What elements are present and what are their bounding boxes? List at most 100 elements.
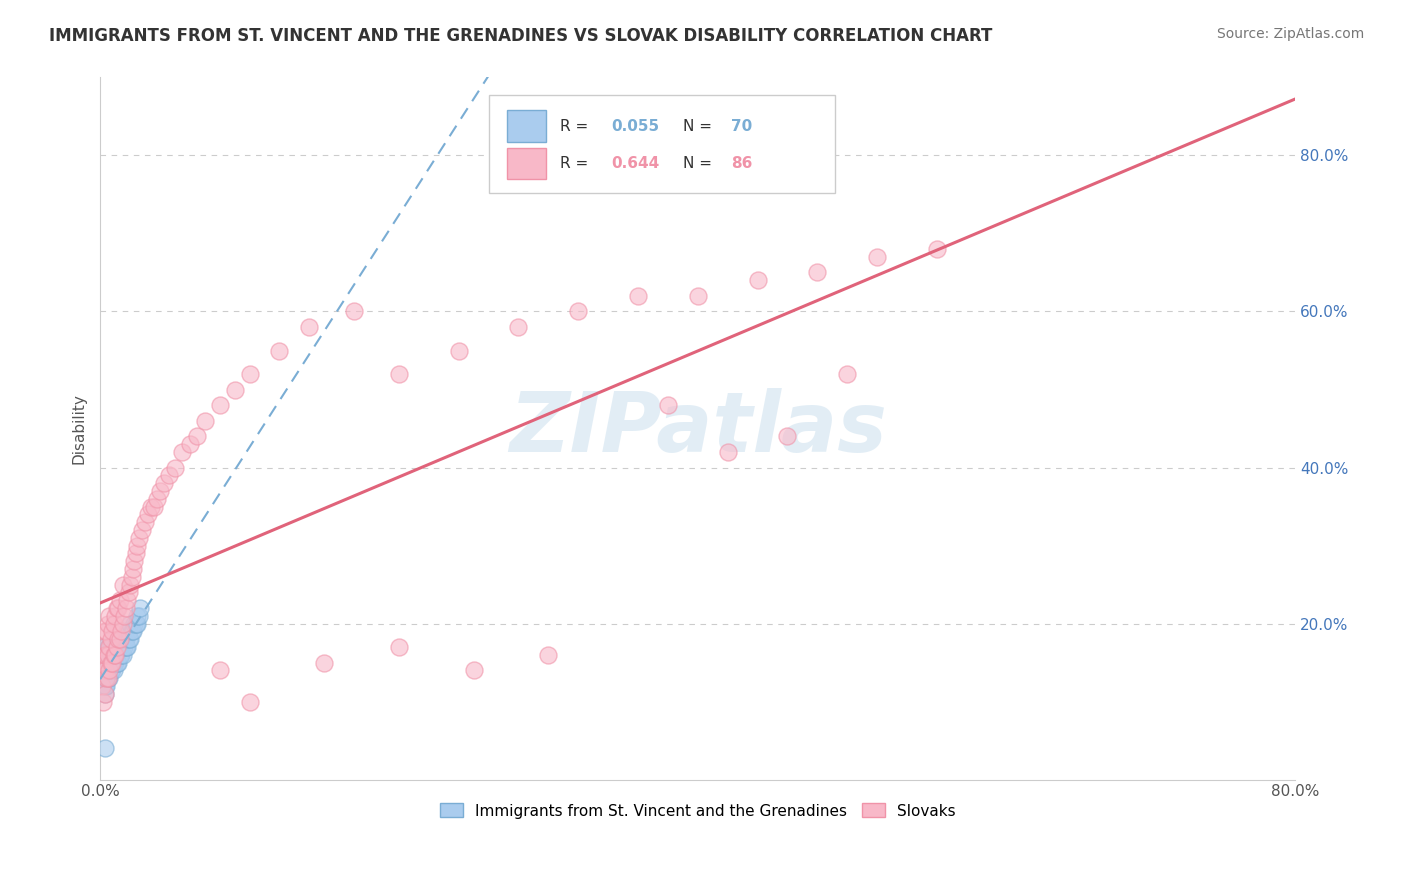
Point [103,616,125,631]
Point [104,648,127,662]
Point [127,539,149,553]
Point [94,656,117,670]
Point [91,648,114,662]
Point [128,531,150,545]
Point [122,624,145,639]
FancyBboxPatch shape [489,95,835,194]
Point [131,523,153,537]
Point [112,608,135,623]
Point [91,664,114,678]
Point [157,468,180,483]
Text: R =: R = [561,156,593,171]
Text: 0.055: 0.055 [612,119,659,134]
Point [111,648,134,662]
Point [142,500,165,514]
Point [93,687,115,701]
Point [112,640,135,654]
Point [107,656,129,670]
Point [194,414,217,428]
Point [103,664,125,678]
Point [110,632,132,647]
Point [115,640,138,654]
Point [447,343,470,358]
Text: 86: 86 [731,156,752,171]
Point [103,648,125,662]
Point [104,656,127,670]
Text: ZIPatlas: ZIPatlas [509,388,887,469]
Point [100,632,122,647]
Point [139,500,162,514]
Point [91,695,114,709]
Point [105,601,128,615]
Point [98,664,121,678]
Point [172,445,194,459]
Text: N =: N = [683,119,717,134]
Point [627,289,650,303]
Point [93,656,115,670]
Point [122,562,145,576]
Point [104,608,127,623]
Point [314,656,336,670]
Point [121,624,143,639]
Point [125,616,148,631]
Point [153,476,176,491]
Text: 0.644: 0.644 [612,156,659,171]
Point [105,656,128,670]
Point [110,648,132,662]
Point [103,648,125,662]
Point [117,632,139,647]
Point [91,656,114,670]
Point [97,664,120,678]
Point [111,632,134,647]
Point [136,508,159,522]
Point [163,460,186,475]
Text: Source: ZipAtlas.com: Source: ZipAtlas.com [1216,27,1364,41]
Point [93,624,115,639]
Point [91,679,114,693]
Point [127,616,149,631]
Point [91,671,114,685]
Point [125,546,148,560]
Point [103,656,125,670]
Point [97,616,120,631]
Text: N =: N = [683,156,717,171]
Point [97,656,120,670]
Point [118,616,141,631]
Point [105,640,128,654]
Point [118,577,141,591]
Point [657,398,679,412]
Point [208,664,231,678]
Point [93,664,115,678]
Point [129,601,152,615]
Point [837,367,859,381]
Text: 70: 70 [731,119,752,134]
Point [866,250,889,264]
FancyBboxPatch shape [506,148,546,179]
Point [93,741,115,756]
Point [118,632,141,647]
Point [567,304,589,318]
Point [121,570,143,584]
Point [97,648,120,662]
Point [90,679,112,693]
Point [343,304,366,318]
Point [107,640,129,654]
Point [124,616,146,631]
Point [115,593,138,607]
Point [108,640,131,654]
Point [93,648,115,662]
Point [108,593,131,607]
Point [100,648,122,662]
Point [97,671,120,685]
Point [97,648,120,662]
Point [238,695,260,709]
Point [388,367,411,381]
Point [537,648,560,662]
Legend: Immigrants from St. Vincent and the Grenadines, Slovaks: Immigrants from St. Vincent and the Gren… [433,797,962,824]
Text: IMMIGRANTS FROM ST. VINCENT AND THE GRENADINES VS SLOVAK DISABILITY CORRELATION : IMMIGRANTS FROM ST. VINCENT AND THE GREN… [49,27,993,45]
Point [94,648,117,662]
Point [776,429,799,443]
Point [100,656,122,670]
Point [94,648,117,662]
Point [101,648,124,662]
